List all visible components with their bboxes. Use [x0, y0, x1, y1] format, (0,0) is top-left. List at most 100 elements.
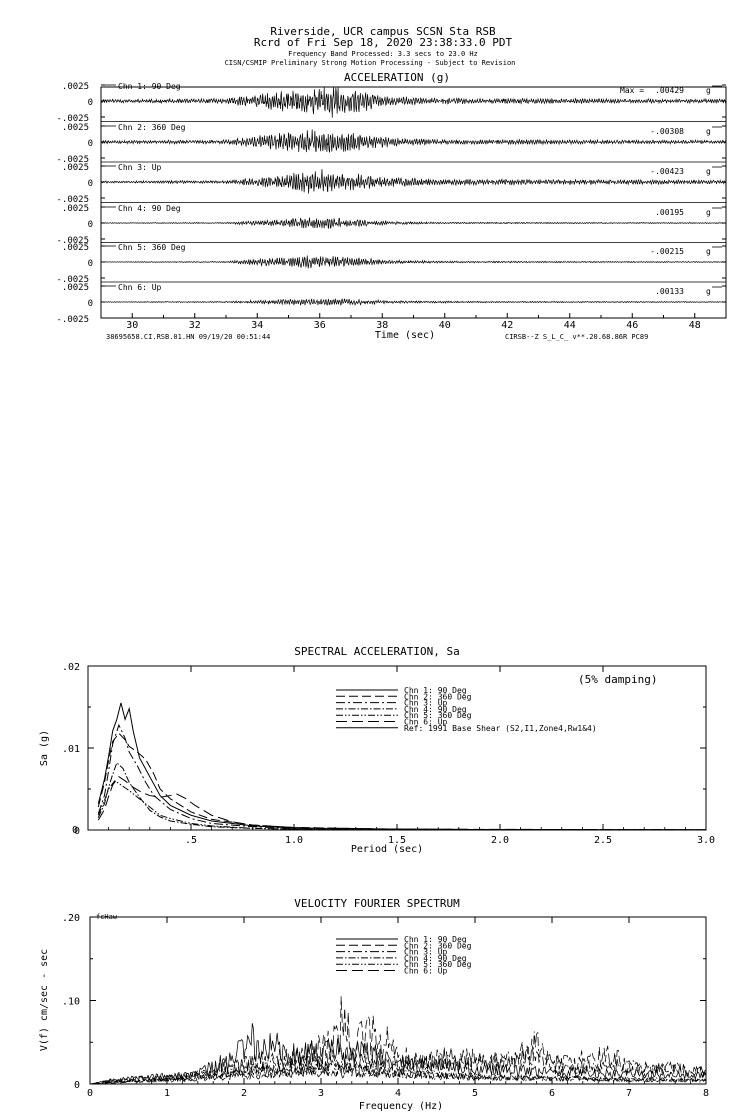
accel-y-tick: .0025: [62, 123, 89, 133]
vfs-x-tick-label: 3: [318, 1088, 324, 1099]
accel-x-tick-label: 34: [251, 320, 263, 331]
channel-label: Chn 2: 360 Deg: [118, 123, 186, 132]
channel-unit: g: [706, 167, 711, 176]
accel-x-tick-label: 48: [689, 320, 701, 331]
accel-y-tick: 0: [88, 259, 93, 269]
sa-y-label: Sa (g): [39, 730, 50, 766]
vfs-legend-label: Chn 1: 90 Deg: [404, 935, 467, 944]
accel-trace: [100, 297, 727, 306]
vfs-x-tick-label: 0: [87, 1088, 93, 1099]
sa-x-tick-label: 2.5: [594, 835, 612, 846]
accel-y-tick: -.0025: [56, 236, 89, 246]
accel-trace: [100, 169, 727, 194]
accel-y-tick: -.0025: [56, 275, 89, 285]
channel-unit: g: [706, 247, 711, 256]
sa-y-tick-label: .02: [62, 662, 80, 673]
accel-y-tick: 0: [88, 139, 93, 149]
vfs-legend-label: Chn 3: Up: [404, 948, 448, 957]
accel-y-tick: -.0025: [56, 114, 89, 124]
channel-label: Chn 4: 90 Deg: [118, 204, 181, 213]
accel-x-tick-label: 38: [376, 320, 388, 331]
vfs-y-tick-label: .10: [62, 997, 80, 1008]
vfs-y-label: V(f) cm/sec - sec: [39, 949, 50, 1051]
channel-max-value: -.00308: [650, 127, 684, 136]
vfs-y-tick-label: 0: [74, 1080, 80, 1091]
sa-x-tick-label: .5: [185, 835, 197, 846]
accel-y-tick: .0025: [62, 243, 89, 253]
sa-x-label: Period (sec): [351, 844, 423, 855]
sa-legend-label: Chn 3: Up: [404, 699, 448, 708]
accel-x-tick-label: 30: [126, 320, 138, 331]
vfs-x-tick-label: 6: [549, 1088, 555, 1099]
sa-series-line: [97, 761, 707, 831]
channel-label: Chn 5: 360 Deg: [118, 243, 186, 252]
vfs-legend-label: Chn 2: 360 Deg: [404, 941, 472, 950]
sa-x-tick-label: 2.0: [491, 835, 509, 846]
accel-y-tick: -.0025: [56, 195, 89, 205]
sa-legend-label: Chn 2: 360 Deg: [404, 692, 472, 701]
vfs-legend-label: Chn 4: 90 Deg: [404, 954, 467, 963]
sa-series-line: [97, 723, 707, 831]
accel-y-tick: .0025: [62, 163, 89, 173]
accel-trace: [100, 86, 727, 118]
sa-title: SPECTRAL ACCELERATION, Sa: [294, 645, 460, 658]
sa-legend-label: Chn 6: Up: [404, 718, 448, 727]
channel-unit: g: [706, 208, 711, 217]
channel-unit: g: [706, 127, 711, 136]
accel-y-tick: .0025: [62, 283, 89, 293]
vfs-title: VELOCITY FOURIER SPECTRUM: [294, 897, 460, 910]
sa-series-line: [97, 732, 707, 831]
header-line-1: Riverside, UCR campus SCSN Sta RSB: [270, 25, 496, 38]
accel-y-tick: 0: [88, 179, 93, 189]
vfs-x-tick-label: 4: [395, 1088, 401, 1099]
channel-max-value: -.00423: [650, 167, 684, 176]
vfs-legend-label: Chn 6: Up: [404, 967, 448, 976]
channel-unit: g: [706, 86, 711, 95]
accel-x-tick-label: 32: [189, 320, 201, 331]
accel-x-tick-label: 46: [626, 320, 638, 331]
sa-legend-label: Ref: 1991 Base Shear (S2,I1,Zone4,Rw1&4): [404, 724, 597, 733]
footer-left: 38695658.CI.RSB.01.HN 09/19/20 00:51:44: [106, 333, 270, 341]
channel-unit: g: [706, 287, 711, 296]
accel-y-tick: -.0025: [56, 155, 89, 165]
sa-legend-label: Chn 1: 90 Deg: [404, 686, 467, 695]
vfs-x-label: Frequency (Hz): [359, 1101, 443, 1112]
sa-y-tick-label: .01: [62, 744, 80, 755]
channel-label: Chn 6: Up: [118, 283, 162, 292]
accel-trace: [100, 217, 727, 229]
vfs-x-tick-label: 1: [164, 1088, 170, 1099]
accel-x-tick-label: 36: [314, 320, 326, 331]
vfs-frame: [89, 916, 707, 1085]
accel-title: ACCELERATION (g): [344, 71, 450, 84]
sa-zero-label: 0: [72, 825, 78, 836]
channel-max-value: .00195: [655, 208, 684, 217]
sa-annotation: (5% damping): [578, 673, 657, 686]
channel-max-value: .00429: [655, 86, 684, 95]
vfs-legend-label: Chn 5: 360 Deg: [404, 960, 472, 969]
header-line-2: Rcrd of Fri Sep 18, 2020 23:38:33.0 PDT: [254, 36, 513, 49]
acceleration-plot: .0025 0 -.0025 Chn 1: 90 Deg Max = .00429 g .00…: [56, 82, 727, 331]
vfs-series-line: [89, 1066, 707, 1085]
accel-x-tick-label: 42: [501, 320, 513, 331]
max-label: Max =: [620, 86, 644, 95]
sa-series-line: [97, 780, 707, 831]
accel-y-tick: 0: [88, 98, 93, 108]
accel-x-label: Time (sec): [375, 330, 435, 341]
vfs-series-line: [89, 996, 707, 1085]
accel-x-tick-label: 40: [439, 320, 451, 331]
vfs-x-tick-label: 8: [703, 1088, 709, 1099]
accel-x-tick-label: 44: [564, 320, 576, 331]
header-line-3: Frequency Band Processed: 3.3 secs to 23…: [288, 50, 478, 58]
vfs-y-tick-label: .20: [62, 913, 80, 924]
accel-y-tick: -.0025: [56, 315, 89, 325]
accel-trace: [100, 255, 727, 269]
accel-trace: [100, 129, 727, 153]
channel-max-value: -.00215: [650, 247, 684, 256]
vfs-x-tick-label: 5: [472, 1088, 478, 1099]
header-line-4: CISN/CSMIP Preliminary Strong Motion Pro…: [225, 59, 516, 67]
accel-y-tick: .0025: [62, 204, 89, 214]
sa-x-tick-label: 1.0: [285, 835, 303, 846]
